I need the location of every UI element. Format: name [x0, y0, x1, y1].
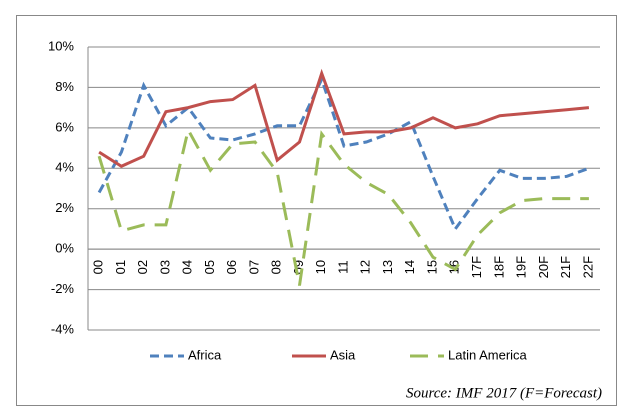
legend-label: Africa — [188, 347, 222, 362]
x-tick-label: 04 — [180, 260, 195, 274]
legend-label: Asia — [330, 347, 356, 362]
source-note: Source: IMF 2017 (F=Forecast) — [406, 385, 602, 401]
y-tick-label: -2% — [51, 281, 75, 296]
x-tick-label: 22F — [580, 256, 595, 278]
x-tick-label: 12 — [358, 260, 373, 274]
x-tick-label: 07 — [246, 260, 261, 274]
x-tick-label: 11 — [335, 260, 350, 274]
x-tick-label: 15 — [424, 260, 439, 274]
x-tick-label: 08 — [269, 260, 284, 274]
x-tick-label: 21F — [558, 256, 573, 278]
x-tick-label: 06 — [224, 260, 239, 274]
x-tick-label: 13 — [380, 260, 395, 274]
y-tick-label: 8% — [55, 79, 74, 94]
x-tick-label: 14 — [402, 260, 417, 274]
legend-label: Latin America — [448, 347, 528, 362]
x-tick-label: 20F — [536, 256, 551, 278]
y-tick-label: 10% — [48, 38, 74, 53]
series-line — [97, 125, 589, 286]
y-tick-label: 4% — [55, 160, 74, 175]
x-tick-label: 10 — [313, 260, 328, 274]
series-line — [98, 68, 590, 169]
y-tick-label: -4% — [51, 321, 75, 336]
x-tick-label: 05 — [202, 260, 217, 274]
x-tick-label: 18F — [491, 256, 506, 278]
y-tick-label: 2% — [55, 200, 74, 215]
y-tick-label: 0% — [55, 241, 74, 256]
y-tick-label: 6% — [55, 119, 74, 134]
x-tick-label: 09 — [291, 260, 306, 274]
x-tick-label: 17F — [469, 256, 484, 278]
x-tick-label: 00 — [91, 260, 106, 274]
x-tick-label: 02 — [135, 260, 150, 274]
x-tick-label: 03 — [157, 260, 172, 274]
x-tick-label: 19F — [514, 256, 529, 278]
x-tick-label: 01 — [113, 260, 128, 274]
series-line — [97, 75, 590, 232]
